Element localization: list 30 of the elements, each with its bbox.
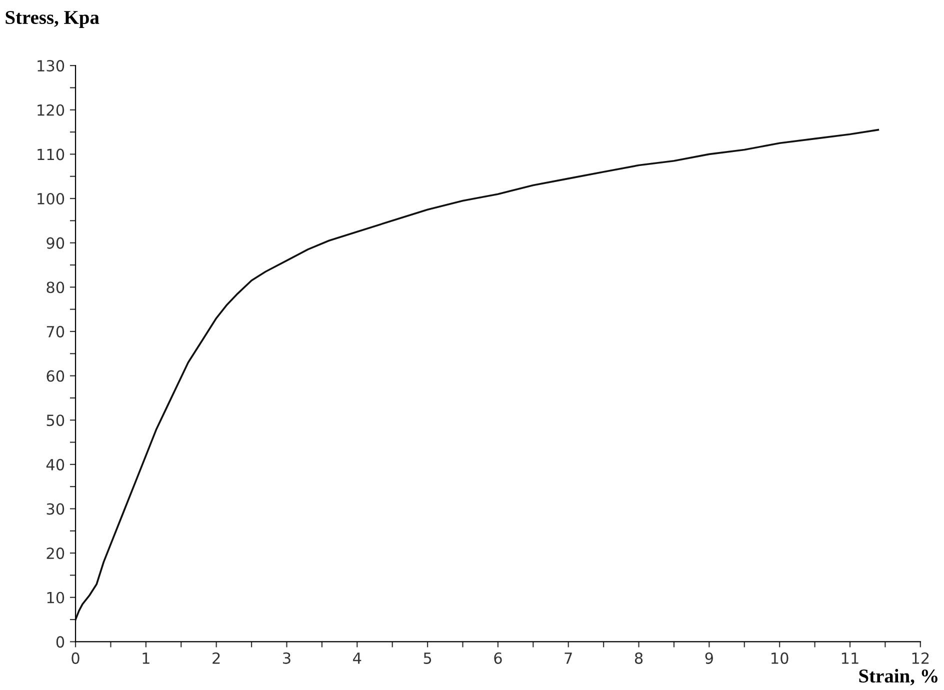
x-tick-label: 7 — [564, 652, 572, 664]
x-tick-label: 0 — [72, 652, 80, 664]
y-tick-label: 120 — [38, 104, 64, 116]
y-tick-label: 110 — [38, 148, 64, 160]
x-tick-label: 11 — [842, 652, 858, 664]
y-axis-title: Stress, Kpa — [6, 10, 100, 28]
x-tick-label: 9 — [705, 652, 713, 664]
line-series — [76, 128, 880, 620]
y-tick-label: 80 — [46, 282, 64, 294]
y-tick-label: 0 — [56, 636, 64, 648]
x-tick-label: 4 — [353, 652, 362, 664]
y-tick-label: 100 — [38, 192, 64, 205]
y-tick-label: 90 — [46, 237, 64, 249]
x-tick-label: 1 — [142, 652, 150, 664]
y-tick-label: 50 — [46, 414, 64, 426]
x-tick-label: 3 — [283, 652, 290, 664]
x-axis-title: Strain, % — [859, 668, 938, 686]
y-tick-label: 130 — [38, 60, 64, 72]
y-tick-label: 20 — [46, 548, 64, 560]
x-tick-label: 2 — [212, 652, 220, 664]
y-tick-label: 60 — [46, 370, 64, 382]
y-tick-label: 10 — [47, 592, 64, 604]
x-tick-label: 12 — [912, 652, 929, 664]
y-tick-label: 40 — [46, 458, 64, 470]
x-tick-label: 5 — [424, 652, 432, 664]
y-tick-label: 30 — [46, 503, 64, 515]
x-tick-label: 8 — [634, 652, 643, 664]
x-tick-label: 6 — [494, 652, 502, 664]
y-tick-label: 70 — [46, 326, 64, 338]
x-tick-label: 10 — [772, 652, 788, 664]
